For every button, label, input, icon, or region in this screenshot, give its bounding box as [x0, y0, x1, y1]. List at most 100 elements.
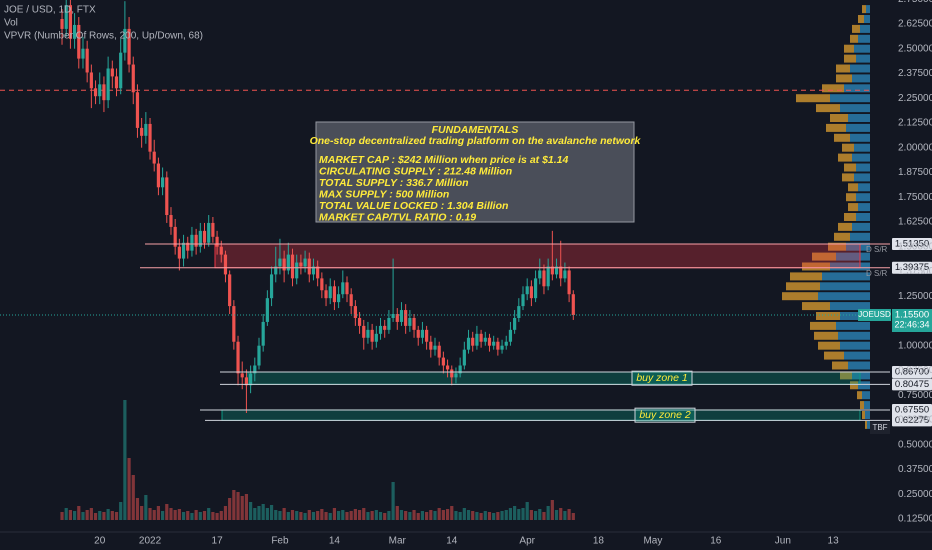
header-volume: Vol — [4, 18, 18, 29]
candle-body — [278, 258, 282, 267]
candle-body — [299, 262, 303, 267]
zone — [214, 243, 861, 269]
candle-body — [240, 373, 244, 378]
profile-up — [856, 54, 870, 63]
candle-body — [190, 234, 194, 251]
candle-body — [362, 325, 366, 338]
profile-down — [846, 193, 856, 202]
volume-bar — [114, 512, 119, 520]
price-axis — [870, 0, 932, 550]
profile-up — [852, 222, 870, 231]
countdown-label: 22:46:34 — [894, 319, 929, 329]
volume-bar — [483, 511, 487, 520]
volume-bar — [123, 400, 127, 520]
y-tick-label: 0.50000 — [898, 439, 932, 450]
profile-up — [844, 84, 870, 93]
candle-body — [383, 325, 387, 330]
level-label-bg — [892, 414, 932, 427]
volume-bar — [152, 510, 156, 520]
y-tick-label: 0.87500 — [898, 365, 932, 376]
profile-down — [858, 15, 864, 24]
profile-down — [782, 292, 818, 301]
profile-up — [867, 420, 870, 429]
profile-up — [838, 331, 870, 340]
profile-up — [856, 212, 870, 221]
volume-bar — [500, 511, 504, 520]
y-tick-label: 0.37500 — [898, 464, 932, 475]
volume-bar — [345, 512, 349, 520]
volume-bar — [249, 502, 253, 520]
candle-body — [492, 341, 496, 346]
candle-body — [161, 177, 165, 188]
volume-bar — [450, 506, 454, 520]
candle-body — [416, 329, 420, 338]
volume-bar — [341, 510, 345, 520]
volume-bar — [253, 508, 257, 520]
candle-body — [479, 333, 483, 342]
volume-bar — [77, 506, 81, 520]
profile-down — [844, 44, 854, 53]
candle-body — [450, 369, 454, 378]
fundamentals-subtitle: One-stop decentralized trading platform … — [310, 135, 642, 147]
profile-up — [856, 193, 870, 202]
volume-bar — [60, 512, 64, 520]
volume-bar — [89, 508, 93, 520]
volume-bar — [378, 512, 383, 520]
volume-bar — [525, 502, 529, 520]
candle-body — [173, 226, 177, 247]
candle-body — [290, 254, 295, 279]
profile-down — [862, 5, 866, 14]
volume-bar — [68, 510, 73, 520]
volume-bar — [362, 508, 366, 520]
volume-bar — [131, 475, 135, 520]
volume-bar — [240, 496, 244, 520]
volume-bar — [261, 504, 265, 520]
profile-down — [852, 24, 860, 33]
profile-down — [818, 341, 840, 350]
volume-bar — [529, 510, 533, 520]
x-tick-label: 20 — [94, 536, 106, 547]
volume-bar — [420, 511, 425, 520]
tbf-box — [870, 422, 890, 434]
volume-bar — [559, 508, 563, 520]
candle-body — [261, 321, 265, 346]
profile-up — [840, 104, 870, 113]
candle-body — [483, 337, 487, 342]
candle-body — [98, 84, 102, 97]
profile-down — [816, 104, 840, 113]
fundamentals-line: TOTAL VALUE LOCKED : 1.304 Billion — [319, 200, 508, 212]
y-tick-label: 1.00000 — [898, 340, 932, 351]
level-label: 1.39375 — [895, 262, 929, 273]
profile-up — [858, 183, 870, 192]
candle-body — [487, 337, 492, 346]
candle-body — [202, 230, 207, 243]
volume-bar — [307, 510, 311, 520]
zone — [247, 371, 861, 385]
profile-down — [834, 232, 850, 241]
volume-bar — [64, 508, 68, 520]
level-label-bg — [892, 403, 932, 416]
volume-bar — [487, 512, 492, 520]
profile-up — [854, 173, 870, 182]
y-tick-label: 2.00000 — [898, 142, 932, 153]
y-tick-label: 2.25000 — [898, 93, 932, 104]
zone-label-box — [631, 370, 693, 386]
candle-body — [412, 317, 416, 330]
y-tick-label: 1.62500 — [898, 217, 932, 228]
profile-up — [836, 252, 870, 261]
profile-down — [796, 94, 830, 103]
candle-body — [567, 270, 571, 295]
candle-body — [211, 222, 215, 237]
candle-body — [253, 365, 257, 374]
candle-body — [140, 127, 144, 136]
x-tick-label: 14 — [329, 536, 341, 547]
candle-body — [500, 345, 504, 350]
volume-bar — [190, 513, 194, 520]
y-tick-label: 0.62500 — [898, 415, 932, 426]
candle-body — [332, 286, 337, 303]
profile-down — [850, 381, 858, 390]
volume-bar — [219, 511, 223, 520]
level-label: 0.80475 — [895, 379, 929, 390]
